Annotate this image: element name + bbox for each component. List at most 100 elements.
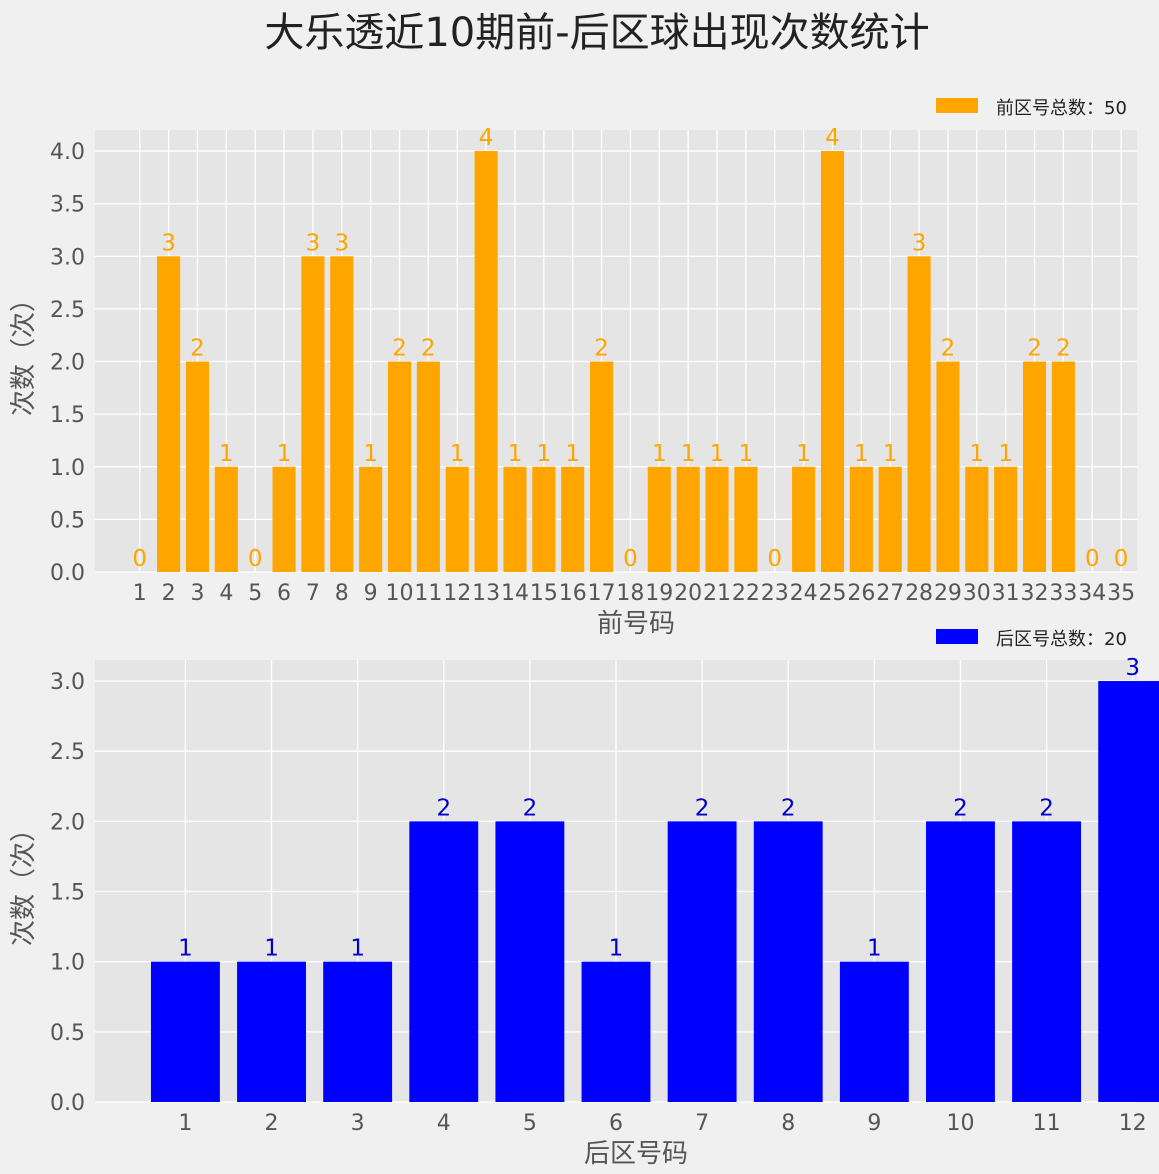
bar-value-label: 2 — [594, 336, 609, 362]
bar-value-label: 2 — [781, 795, 796, 821]
bar — [323, 961, 393, 1102]
bar-value-label: 1 — [998, 441, 1013, 467]
bar-value-label: 4 — [825, 125, 840, 151]
bar — [330, 256, 354, 572]
bar — [907, 256, 931, 572]
bar — [820, 151, 845, 573]
bar — [753, 821, 823, 1102]
bar-value-label: 3 — [912, 230, 927, 256]
legend-swatch — [936, 629, 978, 644]
x-tick-label: 8 — [335, 581, 349, 606]
bar-value-label: 1 — [350, 936, 365, 962]
bar-value-label: 3 — [334, 230, 349, 256]
bar-value-label: 1 — [969, 441, 984, 467]
x-tick-label: 19 — [645, 581, 673, 606]
x-tick-label: 30 — [963, 581, 991, 606]
legend-label: 后区号总数：20 — [996, 629, 1127, 650]
bar-value-label: 1 — [652, 441, 667, 467]
x-axis-label: 后区号码 — [584, 1139, 688, 1169]
x-tick-label: 12 — [443, 581, 471, 606]
bar — [157, 256, 181, 572]
x-tick-label: 18 — [616, 581, 644, 606]
bar-value-label: 2 — [392, 336, 407, 362]
bar-value-label: 0 — [132, 546, 147, 572]
bar — [878, 466, 902, 572]
x-tick-label: 3 — [351, 1111, 365, 1136]
x-tick-label: 25 — [818, 581, 846, 606]
bar-value-label: 1 — [178, 936, 193, 962]
bar-value-label: 2 — [190, 336, 205, 362]
bar — [474, 151, 498, 573]
bar-value-label: 2 — [421, 336, 436, 362]
bar — [792, 466, 816, 572]
x-tick-label: 9 — [867, 1111, 881, 1136]
bar — [503, 466, 527, 572]
bar-value-label: 1 — [883, 441, 898, 467]
bar-value-label: 2 — [436, 795, 451, 821]
bar — [1012, 821, 1082, 1102]
chart-title: 大乐透近10期前-后区球出现次数统计 — [264, 10, 929, 56]
bar-value-label: 1 — [277, 441, 292, 467]
bar — [926, 821, 995, 1102]
front-zone-chart: 0.00.51.01.52.02.53.03.54.00132231405163… — [9, 98, 1137, 639]
x-tick-label: 9 — [364, 581, 378, 606]
bar — [214, 466, 238, 572]
bar — [676, 466, 700, 572]
y-tick-label: 1.0 — [50, 456, 85, 481]
y-tick-label: 1.5 — [50, 881, 85, 906]
x-tick-label: 31 — [992, 581, 1020, 606]
x-tick-label: 35 — [1107, 581, 1135, 606]
bar-value-label: 0 — [248, 546, 263, 572]
bar — [445, 466, 469, 572]
x-tick-label: 1 — [133, 581, 147, 606]
bar-value-label: 2 — [941, 336, 956, 362]
x-tick-label: 23 — [761, 581, 789, 606]
x-tick-label: 11 — [414, 581, 442, 606]
x-tick-label: 7 — [306, 581, 320, 606]
bar-value-label: 1 — [363, 441, 378, 467]
y-tick-label: 0.0 — [50, 561, 85, 586]
bar — [1051, 361, 1075, 572]
y-axis-label: 次数（次） — [9, 816, 39, 946]
x-tick-label: 10 — [946, 1111, 974, 1136]
x-tick-label: 13 — [472, 581, 500, 606]
x-tick-label: 26 — [847, 581, 875, 606]
bar-value-label: 0 — [767, 546, 782, 572]
bar — [272, 466, 296, 572]
bar-value-label: 1 — [264, 936, 279, 962]
x-tick-label: 2 — [162, 581, 176, 606]
legend-swatch — [936, 98, 978, 113]
bar — [734, 466, 758, 572]
x-tick-label: 16 — [559, 581, 587, 606]
bar-value-label: 0 — [1114, 546, 1129, 572]
bar — [185, 361, 210, 572]
bar — [994, 466, 1018, 572]
x-tick-label: 4 — [437, 1111, 451, 1136]
x-tick-label: 21 — [703, 581, 731, 606]
bar-value-label: 1 — [796, 441, 811, 467]
y-tick-label: 2.0 — [50, 351, 85, 376]
bar — [532, 466, 556, 572]
x-tick-label: 28 — [905, 581, 933, 606]
bar — [647, 466, 671, 572]
x-tick-label: 7 — [695, 1111, 709, 1136]
bar — [359, 466, 383, 572]
y-axis-label: 次数（次） — [9, 286, 39, 416]
bar — [1022, 361, 1047, 572]
bar — [839, 961, 909, 1102]
y-tick-label: 3.0 — [50, 245, 85, 270]
bar — [1098, 681, 1159, 1102]
y-tick-label: 4.0 — [50, 140, 85, 165]
x-tick-label: 5 — [523, 1111, 537, 1136]
bar — [936, 361, 960, 572]
x-tick-label: 8 — [781, 1111, 795, 1136]
bar — [590, 361, 614, 572]
x-tick-label: 15 — [530, 581, 558, 606]
x-tick-label: 14 — [501, 581, 529, 606]
x-axis-label: 前号码 — [597, 609, 675, 639]
x-tick-label: 3 — [190, 581, 204, 606]
bar — [561, 466, 585, 572]
bar-value-label: 2 — [1056, 336, 1071, 362]
bar-value-label: 2 — [1039, 795, 1054, 821]
